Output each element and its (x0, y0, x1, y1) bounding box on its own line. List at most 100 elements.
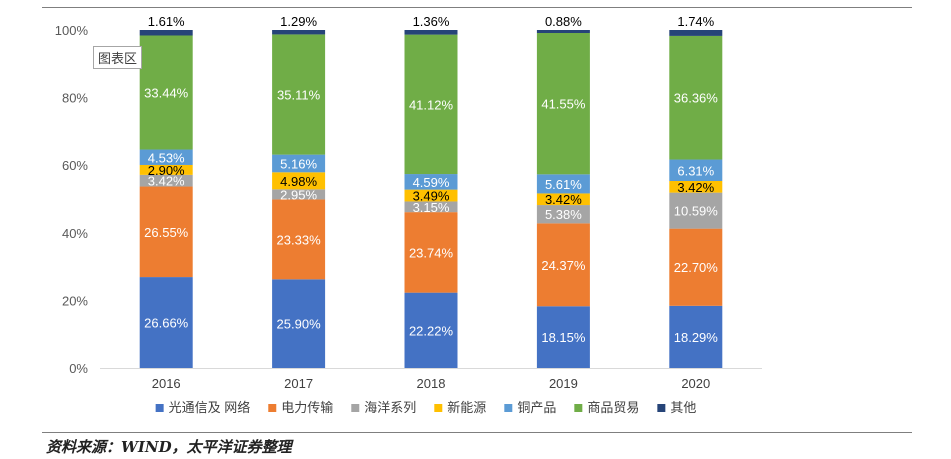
bar-segment (272, 189, 326, 200)
data-label: 0.88% (545, 14, 582, 29)
legend-swatch (268, 404, 277, 412)
bottom-rule (42, 432, 912, 433)
data-label: 26.55% (144, 225, 189, 240)
legend-label: 海洋系列 (364, 400, 416, 415)
data-label: 5.38% (545, 207, 582, 222)
y-tick-label: 60% (62, 158, 88, 173)
legend-label: 铜产品 (517, 400, 556, 415)
data-label: 2.90% (148, 163, 185, 178)
data-label: 23.33% (277, 232, 322, 247)
data-label: 1.36% (413, 14, 450, 29)
bar-segment (139, 35, 193, 150)
data-label: 41.55% (541, 97, 586, 112)
legend-swatch (504, 404, 513, 412)
top-rule (42, 7, 912, 8)
y-tick-label: 100% (55, 23, 89, 38)
x-axis: 2016 2017 2018 2019 2020 (100, 368, 762, 391)
bar-segment (536, 32, 590, 175)
legend-swatch (351, 404, 360, 412)
bar-segment (404, 201, 458, 213)
legend-label: 电力传输 (281, 400, 333, 415)
bar-segment (139, 164, 193, 175)
legend-swatch (574, 404, 583, 412)
data-label: 25.90% (277, 317, 322, 332)
bar-segment (404, 34, 458, 175)
x-tick-label: 2018 (417, 376, 446, 391)
x-tick-label: 2020 (681, 376, 710, 391)
bar-segment (404, 174, 458, 190)
data-label: 3.15% (413, 200, 450, 215)
data-label: 33.44% (144, 86, 189, 101)
bar-segment (139, 149, 193, 165)
bar-segment (139, 277, 193, 368)
data-label: 3.49% (413, 189, 450, 204)
bar-segment (669, 30, 723, 36)
data-label: 36.36% (674, 91, 719, 106)
data-labels: 26.66%26.55%3.42%2.90%4.53%33.44%1.61%25… (144, 14, 718, 345)
bar-segment (139, 174, 193, 187)
bar-segment (404, 189, 458, 202)
data-label: 10.59% (674, 204, 719, 219)
bar-segment (272, 172, 326, 190)
bar-segment (139, 186, 193, 278)
data-label: 5.16% (280, 156, 317, 171)
bar-segment (404, 212, 458, 293)
bar-segment (404, 292, 458, 368)
bar-segment (272, 30, 326, 35)
bar-segment (669, 305, 723, 368)
legend-swatch (657, 404, 666, 412)
bar-segment (536, 223, 590, 307)
data-label: 41.12% (409, 97, 454, 112)
bar-segment (669, 192, 723, 229)
legend-label: 光通信及 网络 (169, 400, 251, 415)
data-label: 6.31% (677, 163, 714, 178)
legend: 光通信及 网络 电力传输 海洋系列 新能源 铜产品 商品贸易 其他 (155, 400, 696, 415)
bar-segment (669, 228, 723, 306)
legend-label: 新能源 (447, 400, 486, 415)
legend-label: 其他 (670, 400, 696, 415)
x-tick-label: 2017 (284, 376, 313, 391)
data-label: 18.29% (674, 330, 719, 345)
data-label: 35.11% (277, 88, 321, 103)
data-label: 4.59% (413, 175, 450, 190)
data-label: 2.95% (280, 187, 317, 202)
bar-segment (272, 34, 326, 155)
legend-label: 商品贸易 (587, 400, 639, 415)
x-tick-label: 2019 (549, 376, 578, 391)
data-label: 4.53% (148, 150, 185, 165)
y-axis: 0% 20% 40% 60% 80% 100% (55, 23, 89, 376)
bar-segment (404, 30, 458, 35)
source-note: 资料来源：WIND，太平洋证券整理 (46, 438, 292, 456)
data-label: 22.22% (409, 323, 454, 338)
data-label: 1.29% (280, 14, 317, 29)
data-label: 26.66% (144, 316, 189, 331)
bar-segment (536, 193, 590, 206)
legend-swatch (434, 404, 443, 412)
bar-segment (536, 306, 590, 368)
data-label: 24.37% (541, 258, 586, 273)
bar-segment (139, 30, 193, 36)
bar-segment (536, 205, 590, 224)
data-label: 4.98% (280, 174, 317, 189)
y-tick-label: 80% (62, 91, 88, 106)
data-label: 3.42% (545, 192, 582, 207)
bar-segment (272, 279, 326, 368)
bar-segment (669, 159, 723, 181)
x-tick-label: 2016 (152, 376, 181, 391)
data-label: 3.42% (677, 180, 714, 195)
data-label: 5.61% (545, 177, 582, 192)
bar-segment (536, 30, 590, 33)
data-label: 1.74% (677, 14, 714, 29)
bar-segment (272, 199, 326, 280)
y-tick-label: 40% (62, 226, 88, 241)
data-label: 23.74% (409, 245, 454, 260)
bar-segment (669, 180, 723, 193)
bar-segment (536, 174, 590, 194)
bars (139, 30, 723, 368)
data-label: 22.70% (674, 260, 719, 275)
data-label: 1.61% (148, 14, 185, 29)
data-label: 3.42% (148, 174, 185, 189)
bar-segment (669, 35, 723, 160)
chart-area-tag[interactable]: 图表区 (93, 46, 143, 69)
